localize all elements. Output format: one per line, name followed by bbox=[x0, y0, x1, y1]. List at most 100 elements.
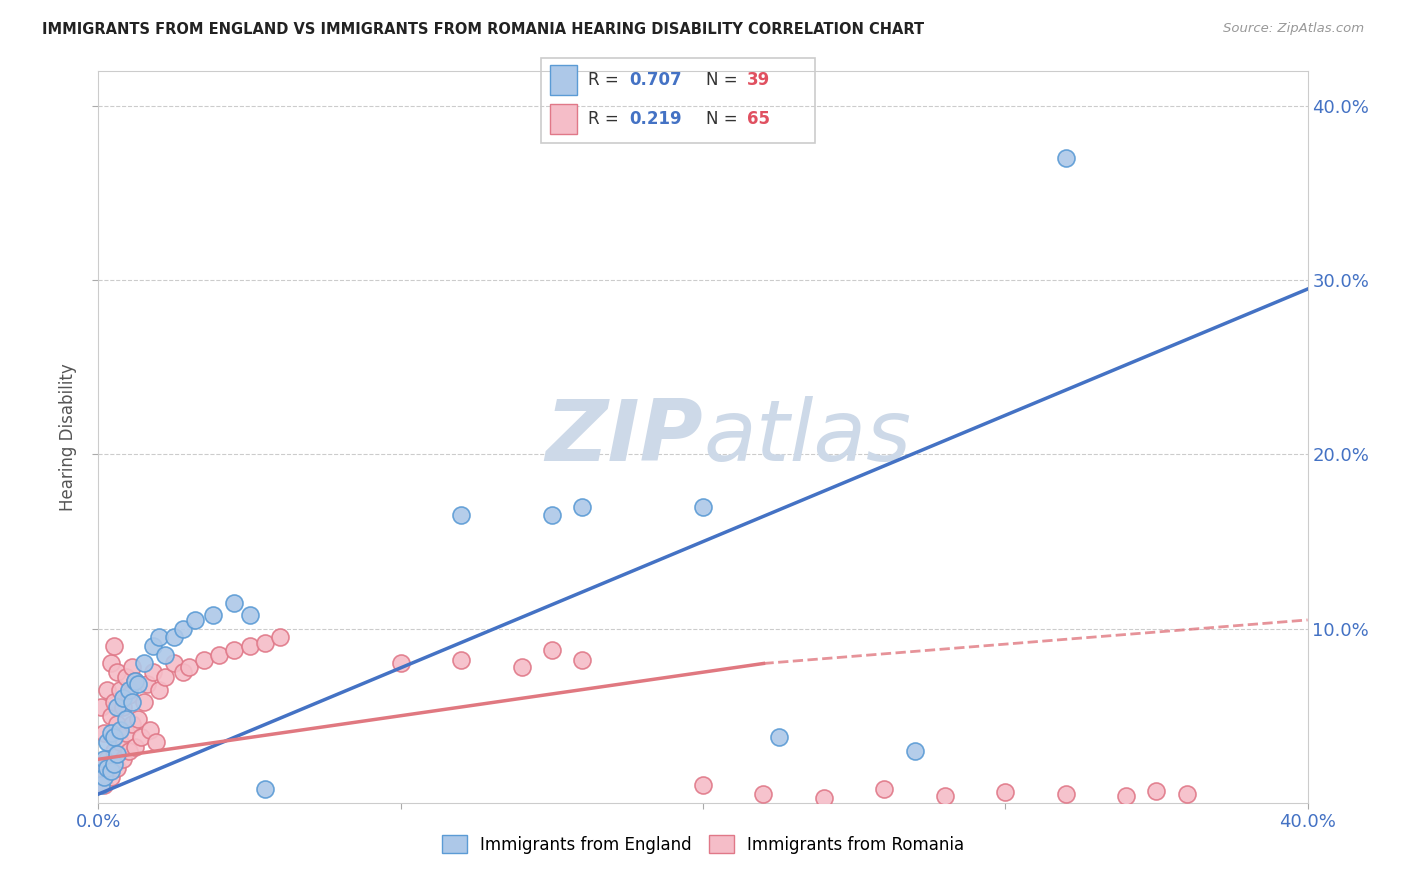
Point bbox=[121, 695, 143, 709]
Point bbox=[202, 607, 225, 622]
Point bbox=[118, 743, 141, 757]
Text: ZIP: ZIP bbox=[546, 395, 703, 479]
Point bbox=[1175, 787, 1198, 801]
Point bbox=[139, 723, 162, 737]
Point bbox=[135, 677, 157, 691]
Point bbox=[93, 752, 115, 766]
Point bbox=[904, 743, 927, 757]
Point bbox=[96, 682, 118, 697]
Point bbox=[127, 712, 149, 726]
Bar bbox=[550, 103, 576, 134]
Point bbox=[540, 642, 562, 657]
Point bbox=[90, 778, 112, 792]
Point bbox=[994, 785, 1017, 799]
Point bbox=[127, 677, 149, 691]
Y-axis label: Hearing Disability: Hearing Disability bbox=[59, 363, 77, 511]
Text: R =: R = bbox=[588, 110, 624, 128]
Point bbox=[90, 761, 112, 775]
Text: 0.219: 0.219 bbox=[628, 110, 682, 128]
Point bbox=[90, 700, 112, 714]
Point bbox=[124, 673, 146, 688]
Point bbox=[239, 639, 262, 653]
Point bbox=[540, 508, 562, 523]
Point bbox=[450, 508, 472, 523]
Point bbox=[111, 752, 134, 766]
Text: 0.707: 0.707 bbox=[628, 71, 682, 89]
Point bbox=[172, 622, 194, 636]
Point bbox=[129, 730, 152, 744]
Point bbox=[96, 752, 118, 766]
Point bbox=[105, 747, 128, 761]
Point bbox=[253, 635, 276, 649]
Point bbox=[124, 740, 146, 755]
Point bbox=[118, 682, 141, 697]
Point bbox=[934, 789, 956, 803]
Point bbox=[118, 688, 141, 702]
Point bbox=[111, 691, 134, 706]
Point bbox=[389, 657, 412, 671]
Point bbox=[142, 639, 165, 653]
Point bbox=[108, 723, 131, 737]
Point bbox=[111, 700, 134, 714]
Point bbox=[105, 717, 128, 731]
Point bbox=[100, 726, 122, 740]
Text: N =: N = bbox=[706, 110, 742, 128]
Point bbox=[193, 653, 215, 667]
Point bbox=[224, 595, 246, 609]
Point bbox=[124, 673, 146, 688]
Point bbox=[121, 660, 143, 674]
Point bbox=[813, 790, 835, 805]
Point bbox=[752, 787, 775, 801]
Point bbox=[239, 607, 262, 622]
Point bbox=[103, 730, 125, 744]
Point bbox=[100, 708, 122, 723]
Point bbox=[142, 665, 165, 680]
Point bbox=[1144, 783, 1167, 797]
Point bbox=[253, 781, 276, 796]
Point bbox=[510, 660, 533, 674]
Point bbox=[108, 735, 131, 749]
Point bbox=[163, 657, 186, 671]
Point bbox=[100, 764, 122, 779]
Point bbox=[105, 761, 128, 775]
Point bbox=[450, 653, 472, 667]
Point bbox=[93, 726, 115, 740]
Text: N =: N = bbox=[706, 71, 742, 89]
Point bbox=[179, 660, 201, 674]
Point bbox=[145, 735, 167, 749]
Point bbox=[768, 730, 790, 744]
Point bbox=[93, 778, 115, 792]
Point bbox=[100, 770, 122, 784]
Point bbox=[114, 670, 136, 684]
Text: IMMIGRANTS FROM ENGLAND VS IMMIGRANTS FROM ROMANIA HEARING DISABILITY CORRELATIO: IMMIGRANTS FROM ENGLAND VS IMMIGRANTS FR… bbox=[42, 22, 924, 37]
Point bbox=[114, 712, 136, 726]
Legend: Immigrants from England, Immigrants from Romania: Immigrants from England, Immigrants from… bbox=[436, 829, 970, 860]
Point bbox=[96, 735, 118, 749]
Point bbox=[96, 761, 118, 775]
Point bbox=[132, 695, 155, 709]
Text: R =: R = bbox=[588, 71, 624, 89]
Point bbox=[153, 648, 176, 662]
Point bbox=[108, 682, 131, 697]
Point bbox=[224, 642, 246, 657]
Point bbox=[148, 631, 170, 645]
Point bbox=[103, 639, 125, 653]
Point bbox=[571, 653, 593, 667]
Text: Source: ZipAtlas.com: Source: ZipAtlas.com bbox=[1223, 22, 1364, 36]
Point bbox=[93, 770, 115, 784]
Point bbox=[114, 726, 136, 740]
Point bbox=[103, 757, 125, 772]
Point bbox=[103, 695, 125, 709]
Point bbox=[132, 657, 155, 671]
Point bbox=[1054, 152, 1077, 166]
Point bbox=[153, 670, 176, 684]
Text: 65: 65 bbox=[747, 110, 770, 128]
Text: atlas: atlas bbox=[703, 395, 911, 479]
Point bbox=[1054, 787, 1077, 801]
Point bbox=[692, 500, 714, 514]
Point bbox=[103, 743, 125, 757]
Point bbox=[692, 778, 714, 792]
Point bbox=[105, 665, 128, 680]
Point bbox=[269, 631, 291, 645]
Point bbox=[100, 657, 122, 671]
